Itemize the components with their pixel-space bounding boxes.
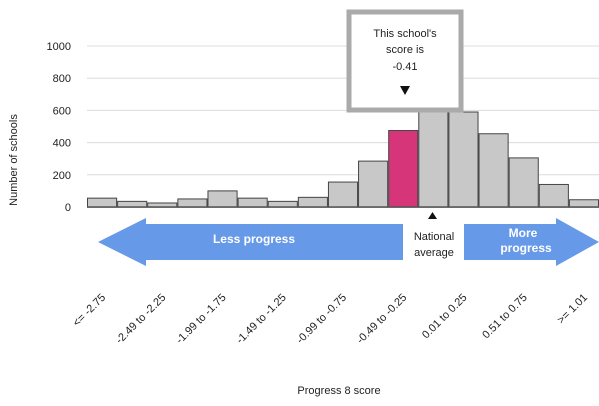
y-axis: 0 200 400 600 800 1000 xyxy=(47,41,71,214)
less-progress-arrow: Less progress xyxy=(98,218,403,266)
x-tick-label: 0.51 to 0.75 xyxy=(480,292,530,342)
more-progress-label-line2: progress xyxy=(500,241,552,255)
bar xyxy=(358,160,389,208)
bars xyxy=(87,105,599,208)
x-tick-label: -1.49 to -1.25 xyxy=(234,292,289,347)
y-tick-label: 600 xyxy=(53,105,71,117)
bar xyxy=(478,133,509,208)
y-tick-label: 200 xyxy=(53,170,71,182)
more-progress-arrow: More progress xyxy=(464,218,599,266)
callout-pointer-icon xyxy=(400,86,410,95)
callout-line3: -0.41 xyxy=(392,61,417,73)
less-progress-label: Less progress xyxy=(213,232,295,246)
x-axis-title: Progress 8 score xyxy=(297,385,380,397)
x-tick-label: -1.99 to -1.75 xyxy=(174,292,229,347)
bar xyxy=(297,196,328,208)
x-tick-label: -2.49 to -2.25 xyxy=(114,292,169,347)
bar-highlighted xyxy=(388,130,419,208)
national-average-marker: National average xyxy=(414,212,454,259)
x-tick-label: 0.01 to 0.25 xyxy=(420,292,470,342)
x-tick-label: <= -2.75 xyxy=(71,292,108,329)
y-axis-title: Number of schools xyxy=(8,114,20,206)
y-tick-label: 0 xyxy=(65,202,71,214)
y-tick-label: 1000 xyxy=(47,41,71,53)
callout-line1: This school's xyxy=(373,28,437,40)
national-average-label-line2: average xyxy=(414,247,454,259)
bar xyxy=(117,200,148,208)
x-tick-label: -0.49 to -0.25 xyxy=(355,292,410,347)
y-tick-label: 400 xyxy=(53,138,71,150)
school-score-callout: This school's score is -0.41 xyxy=(346,9,464,113)
bar xyxy=(327,181,359,208)
bar xyxy=(418,105,449,208)
x-tick-label: >= 1.01 xyxy=(555,292,590,327)
bar xyxy=(207,190,238,208)
national-average-label-line1: National xyxy=(414,231,454,243)
y-tick-label: 800 xyxy=(53,73,71,85)
bar xyxy=(237,197,268,208)
bar xyxy=(177,198,208,208)
national-average-triangle xyxy=(428,212,437,219)
callout-line2: score is xyxy=(386,44,424,56)
bar xyxy=(267,200,298,208)
bar xyxy=(538,183,569,208)
more-progress-label-line1: More xyxy=(509,226,538,240)
bar xyxy=(508,157,539,208)
bar xyxy=(568,199,599,208)
x-axis-tick-labels: <= -2.75 -2.49 to -2.25 -1.99 to -1.75 -1.4… xyxy=(71,292,590,347)
bar xyxy=(87,197,118,208)
bar xyxy=(448,111,479,208)
x-tick-label: -0.99 to -0.75 xyxy=(294,292,349,347)
